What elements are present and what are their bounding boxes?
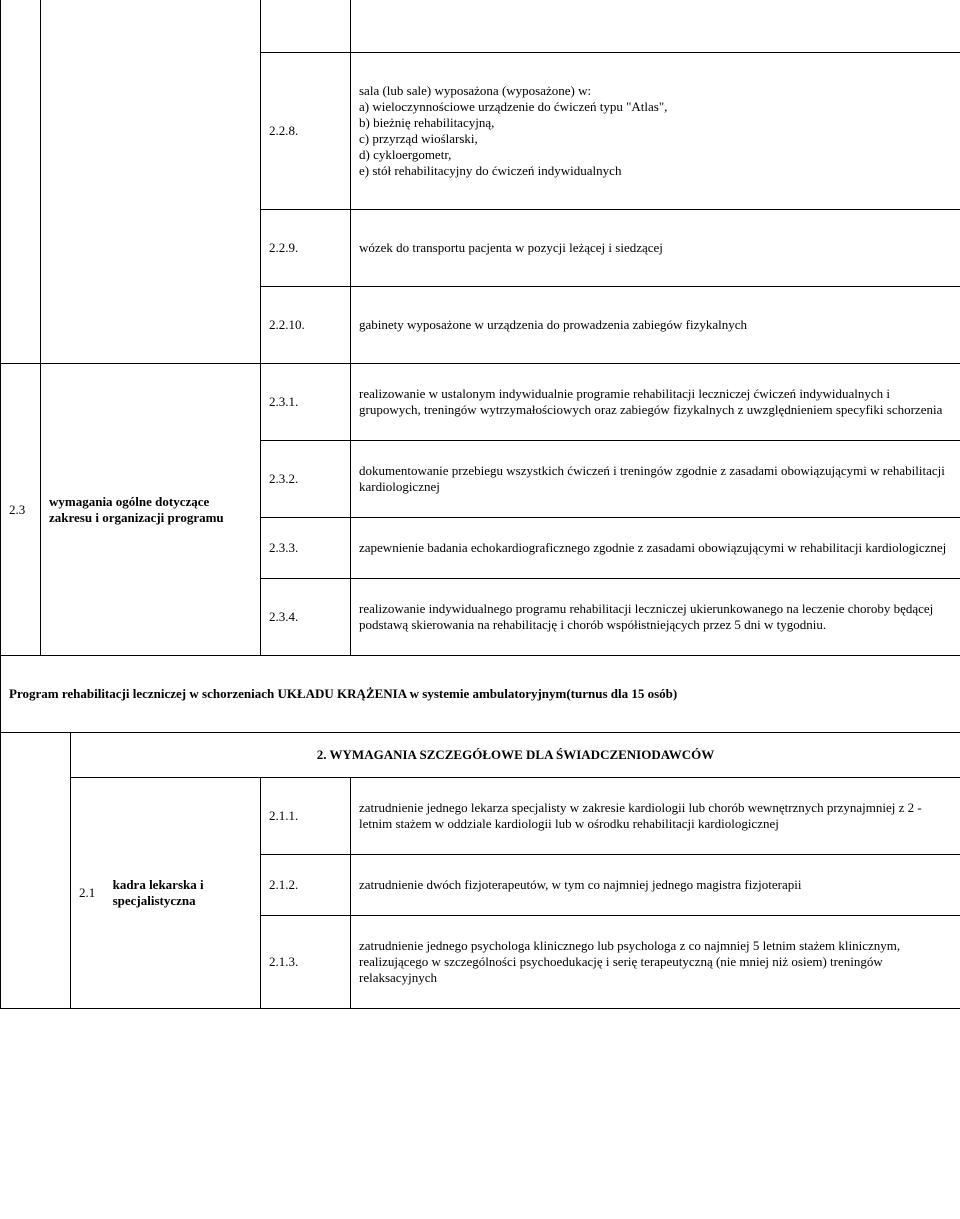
requirements-table: 2.2.8. sala (lub sale) wyposażona (wypos… <box>0 0 960 1009</box>
row-desc: gabinety wyposażone w urządzenia do prow… <box>351 287 960 364</box>
table-row: 2.3 wymagania ogólne dotyczące zakresu i… <box>1 364 960 441</box>
row-desc: dokumentowanie przebiegu wszystkich ćwic… <box>351 441 960 518</box>
row-desc: realizowanie w ustalonym indywidualnie p… <box>351 364 960 441</box>
row-code: 2.3.4. <box>261 579 351 656</box>
program-title-row: Program rehabilitacji leczniczej w schor… <box>1 656 960 733</box>
program-title: Program rehabilitacji leczniczej w schor… <box>1 656 960 733</box>
col1-stub <box>1 0 41 364</box>
table-row <box>1 0 960 53</box>
row-desc: zatrudnienie jednego lekarza specjalisty… <box>351 778 960 855</box>
row-code: 2.2.9. <box>261 210 351 287</box>
row-code: 2.1.1. <box>261 778 351 855</box>
row-desc: zapewnienie badania echokardiograficzneg… <box>351 518 960 579</box>
row-desc: zatrudnienie dwóch fizjoterapeutów, w ty… <box>351 855 960 916</box>
row-code: 2.3.1. <box>261 364 351 441</box>
section-title-row: 2. WYMAGANIA SZCZEGÓŁOWE DLA ŚWIADCZENIO… <box>1 733 960 778</box>
row-num: 2.1 <box>79 885 103 901</box>
col2-3-stub <box>41 0 261 364</box>
row-label-text: kadra lekarska i specjalistyczna <box>113 877 204 908</box>
row-label: 2.1 kadra lekarska i specjalistyczna <box>71 778 261 1009</box>
row-desc: realizowanie indywidualnego programu reh… <box>351 579 960 656</box>
row-code: 2.2.8. <box>261 53 351 210</box>
row-desc: sala (lub sale) wyposażona (wyposażone) … <box>351 53 960 210</box>
row-code: 2.1.3. <box>261 916 351 1009</box>
row-num: 2.3 <box>1 364 41 656</box>
table-row: 2.1 kadra lekarska i specjalistyczna 2.1… <box>1 778 960 855</box>
row-desc: zatrudnienie jednego psychologa kliniczn… <box>351 916 960 1009</box>
section-left-blank <box>1 733 71 1009</box>
row-label-text: wymagania ogólne dotyczące zakresu i org… <box>49 494 224 525</box>
row-code: 2.1.2. <box>261 855 351 916</box>
row-label: wymagania ogólne dotyczące zakresu i org… <box>41 364 261 656</box>
row-code: 2.2.10. <box>261 287 351 364</box>
row-code: 2.3.2. <box>261 441 351 518</box>
row-desc: wózek do transportu pacjenta w pozycji l… <box>351 210 960 287</box>
section-title: 2. WYMAGANIA SZCZEGÓŁOWE DLA ŚWIADCZENIO… <box>71 733 960 778</box>
col4-stub <box>261 0 351 53</box>
row-code: 2.3.3. <box>261 518 351 579</box>
col5-stub <box>351 0 960 53</box>
